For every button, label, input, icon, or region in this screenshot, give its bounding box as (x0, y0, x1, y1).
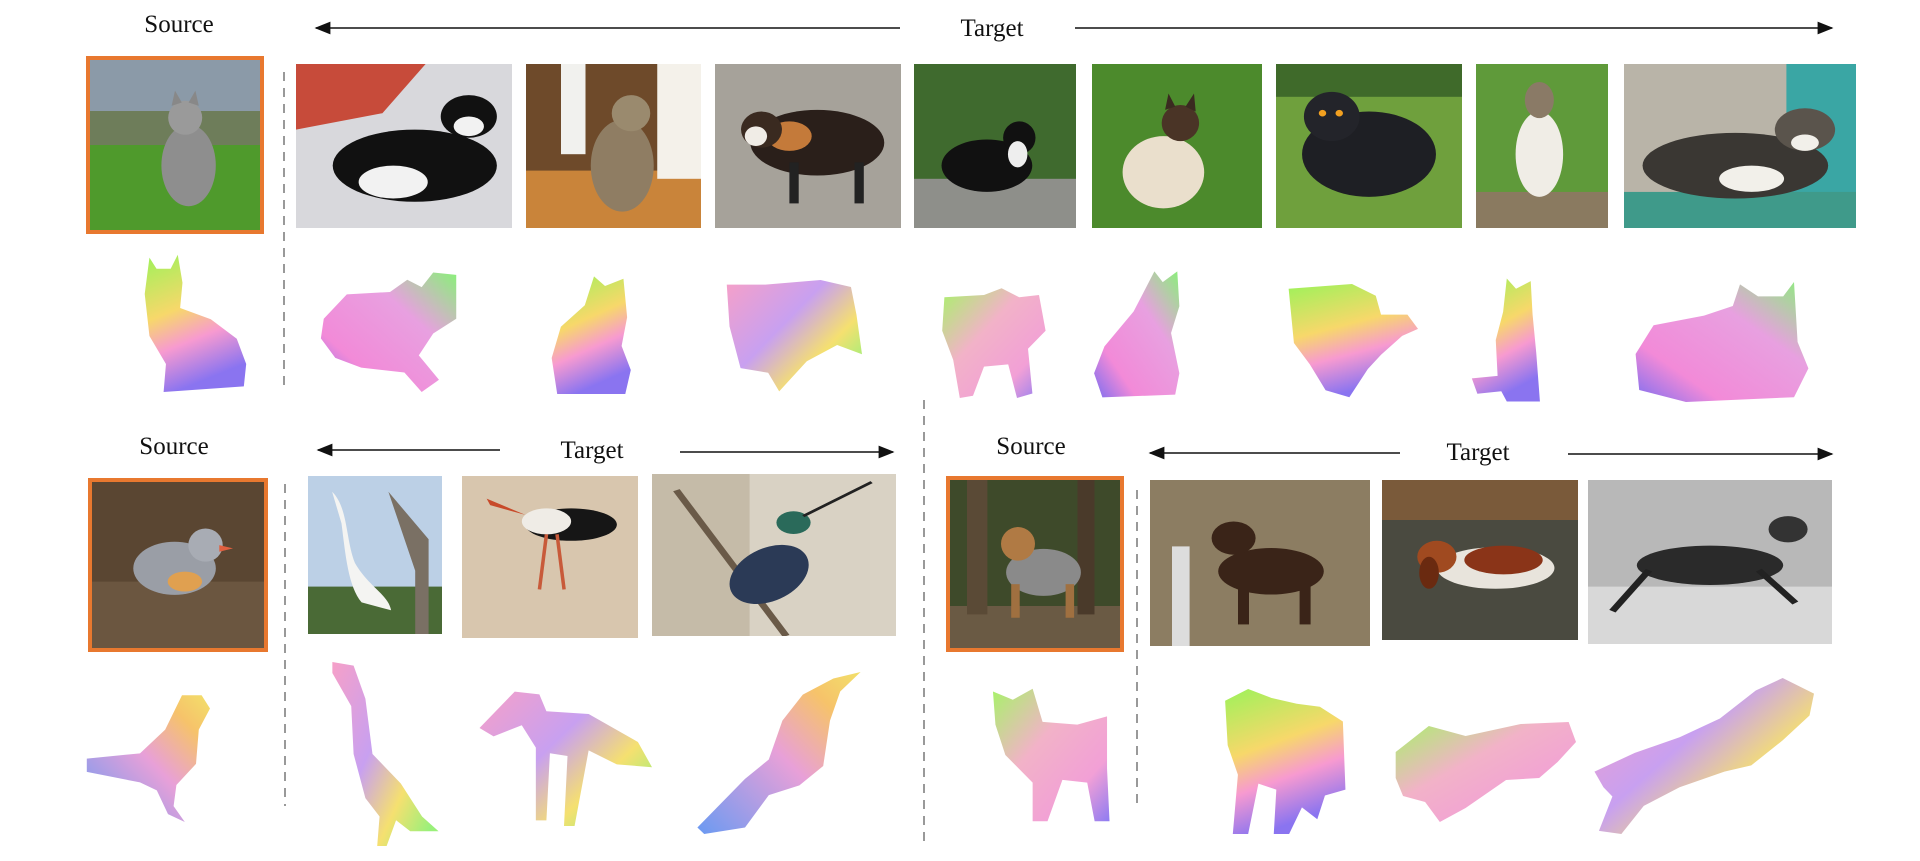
cats-target-mask-6 (1286, 284, 1418, 402)
cats-target-photo-8 (1624, 64, 1856, 228)
birds-target-mask-3 (694, 672, 864, 834)
birds-source-mask (84, 690, 224, 822)
dogs-source-label: Source (996, 433, 1066, 460)
dogs-target-photo-3 (1588, 480, 1832, 644)
birds-source-label: Source (139, 433, 209, 460)
cats-source-mask (140, 252, 258, 392)
cats-target-mask-3 (724, 280, 862, 396)
cats-target-photo-6 (1276, 64, 1462, 228)
cats-target-mask-1 (318, 270, 462, 392)
birds-target-label: Target (560, 437, 624, 464)
birds-source-photo (88, 478, 268, 652)
dogs-source-mask (988, 686, 1112, 824)
dogs-source-photo (946, 476, 1124, 652)
cats-target-photo-2 (526, 64, 701, 228)
cats-target-mask-5 (1092, 266, 1196, 400)
cats-target-label: Target (960, 15, 1024, 42)
cats-target-photo-7 (1476, 64, 1608, 228)
cats-target-mask-8 (1632, 282, 1812, 402)
dogs-target-photo-2 (1382, 480, 1578, 640)
cats-source-label: Source (144, 11, 214, 38)
cats-target-mask-7 (1470, 276, 1562, 404)
dogs-target-mask-2 (1392, 722, 1576, 822)
cats-target-mask-4 (940, 286, 1050, 398)
birds-target-photo-3 (652, 474, 896, 636)
cats-target-photo-3 (715, 64, 901, 228)
cats-target-photo-4 (914, 64, 1076, 228)
dogs-target-mask-3 (1590, 678, 1814, 834)
birds-target-mask-2 (476, 686, 652, 826)
cats-target-photo-1 (296, 64, 512, 228)
birds-target-photo-1 (308, 476, 442, 634)
cats-target-mask-2 (548, 274, 640, 394)
dogs-target-label: Target (1446, 439, 1510, 466)
birds-target-photo-2 (462, 476, 638, 638)
cats-source-photo (86, 56, 264, 234)
dogs-target-mask-1 (1220, 686, 1348, 834)
birds-target-mask-1 (330, 662, 448, 846)
cats-target-photo-5 (1092, 64, 1262, 228)
dogs-target-photo-1 (1150, 480, 1370, 646)
